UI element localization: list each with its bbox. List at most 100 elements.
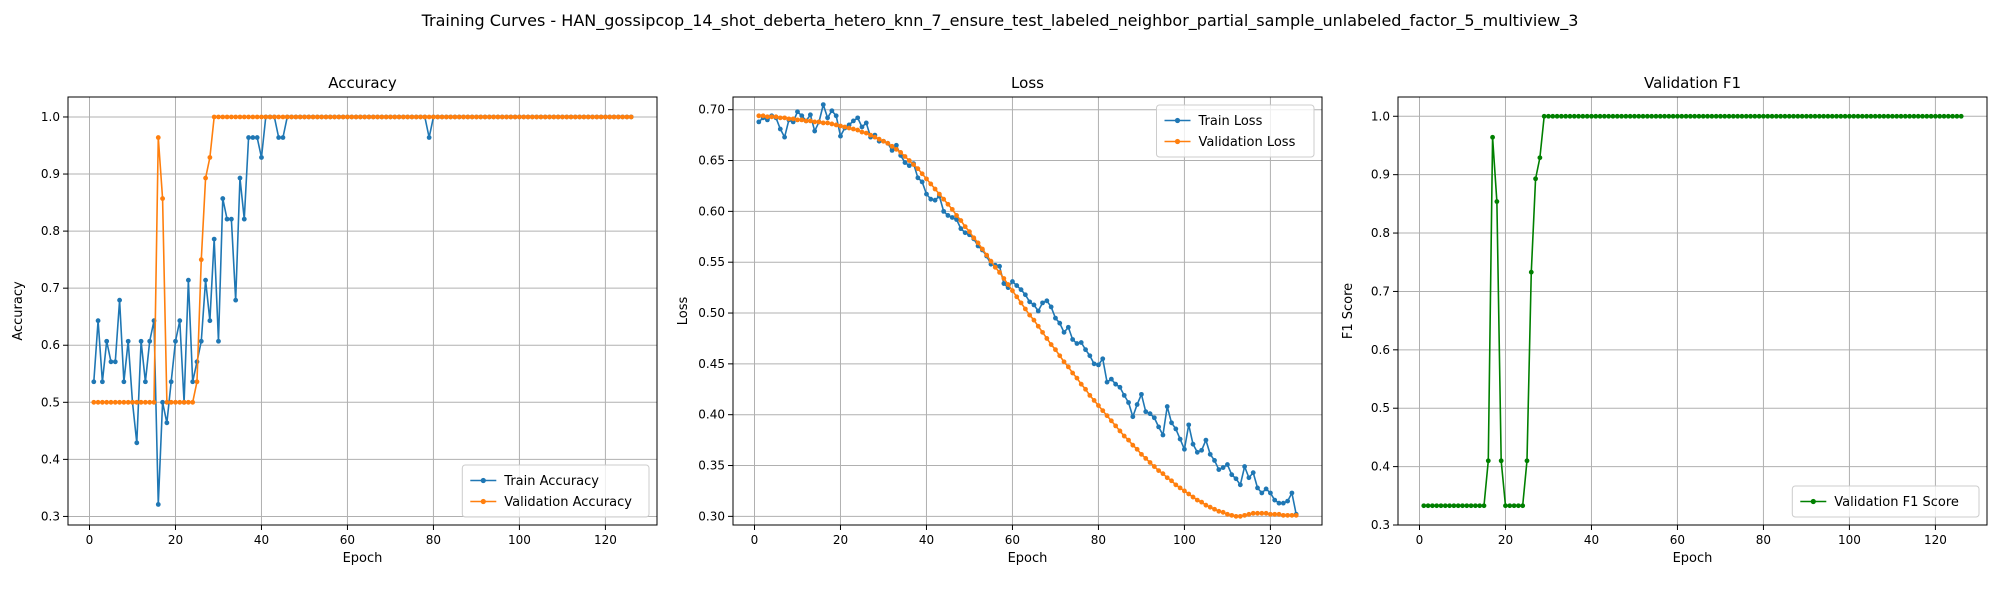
data-point	[99, 379, 105, 385]
y-tick-label: 1.0	[1371, 109, 1390, 123]
y-tick-label: 0.7	[1371, 284, 1390, 298]
data-point	[932, 197, 938, 203]
data-point	[426, 135, 432, 140]
data-point	[405, 114, 411, 120]
data-point	[388, 114, 393, 120]
data-point	[1498, 458, 1504, 464]
data-point	[1563, 113, 1569, 119]
data-point	[859, 129, 865, 135]
data-point	[392, 114, 398, 120]
data-point	[760, 113, 766, 119]
legend: Train Loss Validation Loss	[1156, 104, 1315, 158]
data-point	[1924, 113, 1930, 119]
data-point	[1812, 113, 1818, 119]
data-point	[598, 114, 604, 120]
data-point	[306, 114, 312, 120]
data-point	[838, 133, 843, 139]
data-point	[1795, 113, 1801, 119]
data-point	[628, 114, 634, 120]
data-point	[271, 114, 277, 120]
data-point	[431, 114, 436, 120]
data-point	[1121, 433, 1127, 439]
data-point	[1147, 460, 1153, 465]
y-tick-label: 0.45	[698, 357, 725, 371]
data-point	[1259, 510, 1265, 516]
data-point	[147, 399, 153, 405]
data-point	[1087, 392, 1093, 398]
data-point	[486, 114, 492, 120]
y-tick-label: 1.0	[41, 110, 60, 124]
data-point	[1022, 292, 1028, 298]
data-point	[1044, 298, 1050, 304]
data-point	[1031, 317, 1037, 323]
y-axis-label: Accuracy	[11, 281, 26, 341]
data-point	[1653, 113, 1659, 119]
data-point	[241, 114, 247, 120]
data-point	[1242, 512, 1248, 518]
data-point	[456, 114, 462, 120]
data-point	[1285, 512, 1291, 518]
data-point	[850, 118, 856, 124]
data-point	[911, 162, 916, 168]
data-point	[1143, 409, 1149, 415]
data-point	[833, 122, 839, 128]
data-point	[435, 114, 441, 120]
data-point	[1117, 384, 1123, 390]
data-point	[949, 215, 955, 220]
data-point	[185, 277, 191, 283]
data-point	[1216, 508, 1222, 514]
data-point	[1576, 113, 1581, 119]
data-point	[812, 119, 818, 125]
data-point	[936, 191, 942, 197]
data-point	[1679, 113, 1685, 119]
axes-frame	[732, 96, 1323, 526]
data-point	[112, 399, 118, 405]
data-point	[941, 196, 947, 202]
data-point	[902, 160, 908, 165]
x-axis-label: Epoch	[1673, 551, 1713, 566]
data-point	[151, 399, 157, 405]
data-point	[855, 115, 861, 121]
data-point	[958, 218, 964, 223]
data-point	[409, 114, 415, 120]
data-point	[542, 114, 548, 120]
data-point	[534, 114, 540, 120]
data-point	[233, 114, 239, 120]
data-point	[1808, 113, 1814, 119]
data-point	[340, 114, 346, 120]
data-point	[1623, 113, 1629, 119]
data-point	[246, 114, 251, 120]
data-point	[773, 114, 779, 120]
data-point	[1894, 113, 1900, 119]
y-tick-label: 0.70	[698, 103, 725, 117]
data-point	[799, 113, 805, 119]
x-tick-label: 120	[1259, 533, 1282, 547]
data-point	[1791, 113, 1796, 119]
data-point	[173, 399, 178, 405]
data-point	[846, 125, 852, 131]
data-point	[504, 114, 509, 120]
y-tick-label: 0.30	[698, 509, 725, 523]
data-point	[594, 114, 600, 120]
data-point	[1121, 392, 1127, 398]
data-point	[1945, 113, 1951, 119]
data-point	[1507, 503, 1513, 509]
x-tick-label: 0	[1416, 533, 1424, 547]
data-point	[336, 114, 342, 120]
data-point	[1696, 113, 1702, 119]
data-point	[1941, 113, 1947, 119]
data-point	[885, 140, 891, 146]
data-point	[138, 338, 144, 344]
y-tick-label: 0.6	[1371, 343, 1390, 357]
data-point	[1464, 503, 1470, 509]
data-point	[1113, 423, 1119, 429]
data-point	[95, 399, 101, 405]
data-point	[138, 399, 144, 405]
data-point	[418, 114, 423, 120]
data-point	[1044, 336, 1050, 341]
data-point	[829, 121, 835, 127]
data-point	[181, 399, 187, 405]
legend-label: Train Loss	[1198, 114, 1263, 129]
data-point	[1451, 503, 1457, 509]
data-point	[769, 114, 775, 120]
